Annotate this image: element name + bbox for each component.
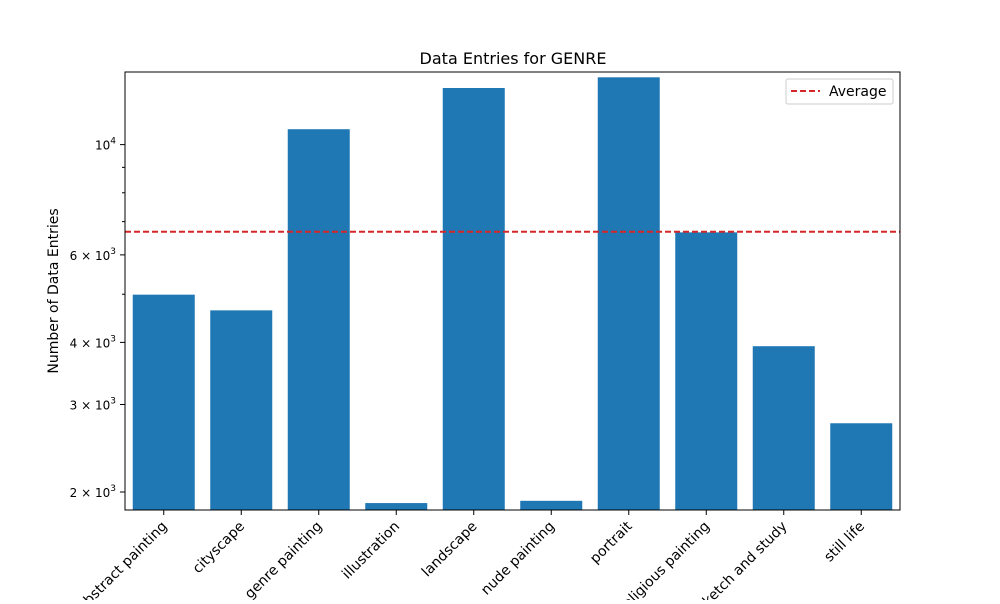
y-axis: 2 × 103 3 × 103 4 × 103 6 × 103 104: [70, 137, 125, 500]
x-tick-label: portrait: [587, 518, 636, 567]
legend-box: [785, 78, 894, 105]
y-axis-label: Number of Data Entries: [46, 208, 62, 373]
y-tick-label: 3 × 103: [70, 396, 116, 412]
bar-abstract-painting: [132, 294, 195, 510]
bar-illustration: [365, 503, 428, 510]
bar-nude-painting: [520, 500, 583, 510]
x-tick-label: genre painting: [242, 519, 326, 600]
bar-cityscape: [210, 310, 273, 510]
x-tick-label: nude painting: [478, 519, 558, 599]
bar-still-life: [830, 423, 893, 510]
y-tick-label: 2 × 103: [70, 484, 116, 500]
y-tick-label: 104: [95, 137, 116, 153]
y-tick-label: 6 × 103: [70, 247, 116, 263]
legend-average-label: Average: [829, 84, 887, 100]
plot-frame: [124, 71, 901, 511]
bar-landscape: [442, 87, 505, 511]
x-tick-label: illustration: [339, 519, 403, 583]
bar-portrait: [597, 77, 660, 510]
x-tick-label: landscape: [419, 519, 481, 581]
y-tick-label: 4 × 103: [70, 334, 116, 350]
legend: Average: [785, 78, 894, 105]
x-tick-label: abstract painting: [75, 519, 171, 600]
chart-title: Data Entries for GENRE: [420, 49, 607, 68]
x-tick-label: still life: [821, 519, 868, 566]
x-tick-label: cityscape: [190, 519, 248, 577]
bar-religious-painting: [675, 232, 738, 510]
bar-genre-painting: [287, 129, 350, 511]
bar-sketch-and-study: [752, 346, 815, 510]
bars-group: [132, 77, 893, 511]
